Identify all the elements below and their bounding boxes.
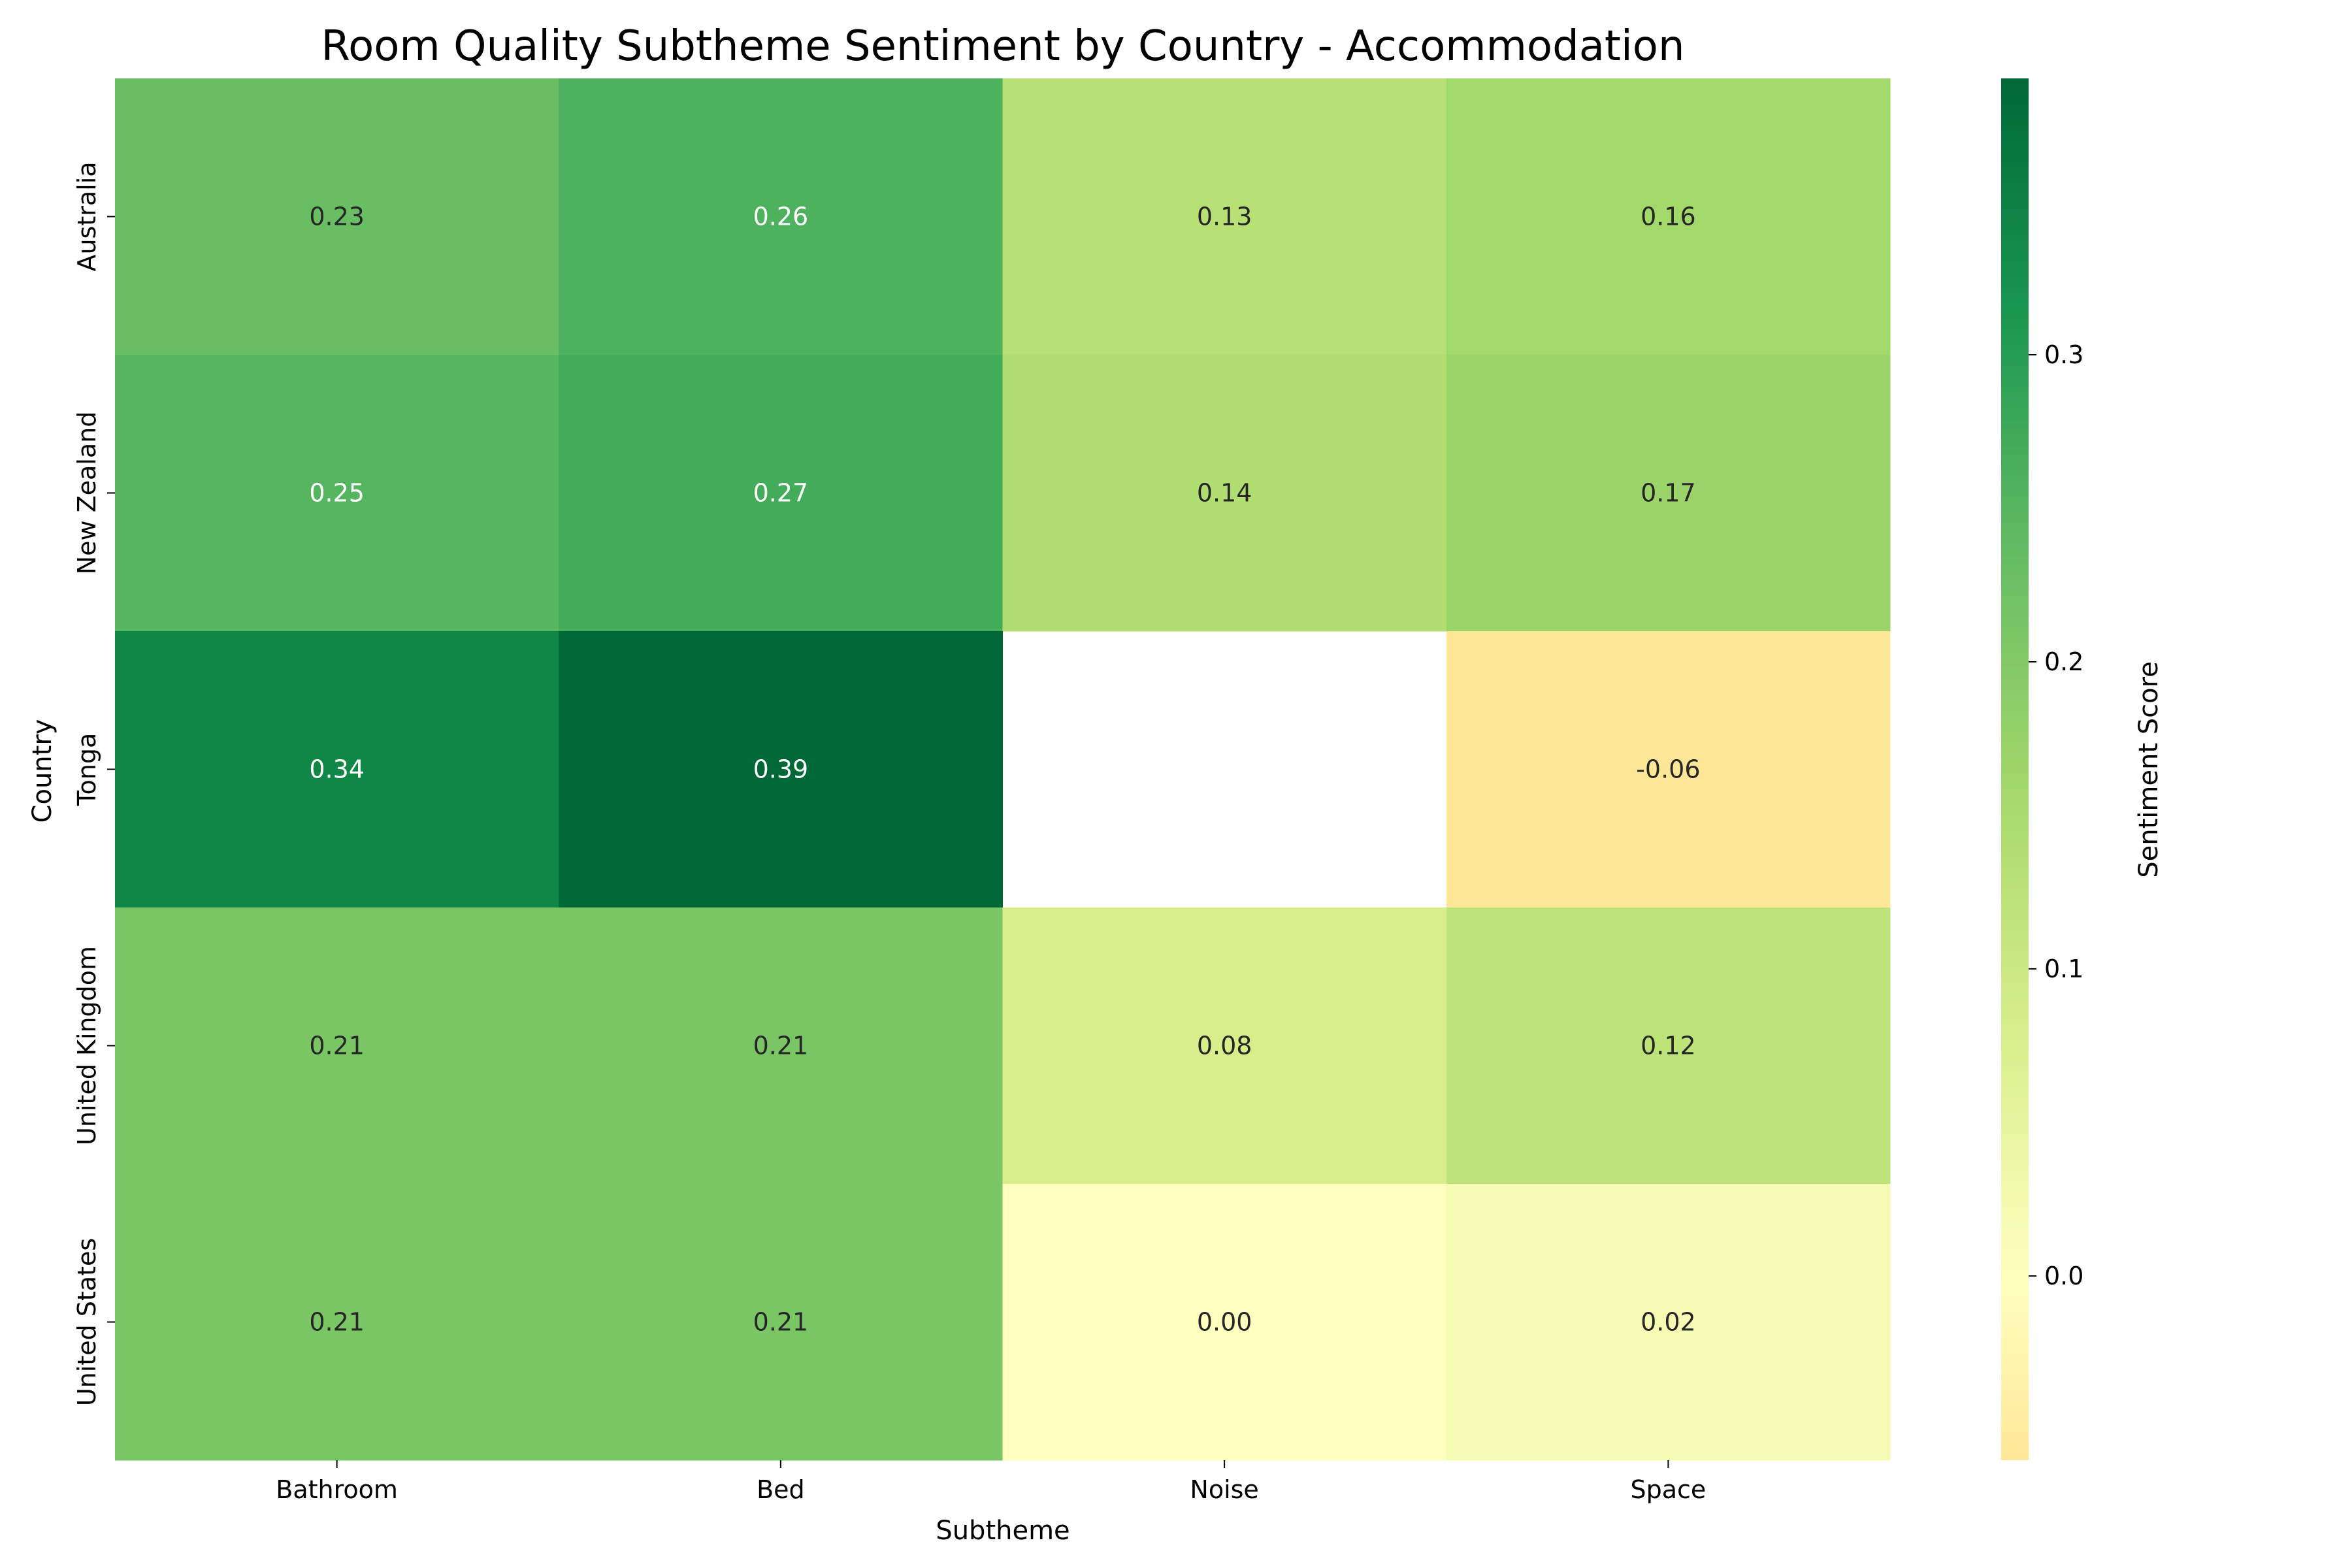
y-tick-label: United Kingdom: [73, 946, 101, 1145]
heatmap-cell: [115, 1184, 559, 1461]
x-axis-label: Subtheme: [936, 1516, 1070, 1546]
colorbar-tick-label: 0.2: [2044, 647, 2083, 676]
heatmap-cell: [1446, 631, 1891, 908]
chart-title: Room Quality Subtheme Sentiment by Count…: [321, 22, 1684, 71]
cell-value-label: 0.16: [1641, 203, 1696, 231]
heatmap-cell: [1446, 907, 1891, 1184]
cell-value-label: 0.23: [309, 203, 365, 231]
heatmap-cell: [1446, 355, 1891, 632]
heatmap-cell: [559, 1184, 1003, 1461]
y-tick-label: United States: [73, 1238, 101, 1406]
heatmap-cell: [1446, 1184, 1891, 1461]
cell-value-label: 0.13: [1197, 203, 1252, 231]
heatmap-cell: [559, 907, 1003, 1184]
y-tick-label: Tonga: [73, 733, 101, 807]
cell-value-label: 0.21: [753, 1308, 809, 1337]
y-axis: Australia New Zealand Tonga United Kingdom U…: [73, 161, 115, 1406]
colorbar-label: Sentiment Score: [2134, 661, 2164, 878]
cell-value-label: 0.21: [753, 1032, 809, 1060]
heatmap-cell: [1002, 355, 1447, 632]
x-tick-label: Space: [1630, 1475, 1706, 1504]
heatmap-cell: [1002, 1184, 1447, 1461]
heatmap-cell: [115, 631, 559, 908]
x-tick-label: Noise: [1190, 1475, 1258, 1504]
heatmap-cell: [115, 907, 559, 1184]
cell-value-label: 0.21: [309, 1032, 365, 1060]
y-tick-label: New Zealand: [73, 412, 101, 575]
cell-value-label: 0.12: [1641, 1032, 1696, 1060]
colorbar: [2001, 78, 2029, 1460]
colorbar-ticks: 0.0 0.1 0.2 0.3: [2029, 340, 2083, 1290]
heatmap-cell: [559, 355, 1003, 632]
cell-value-label: 0.08: [1197, 1032, 1252, 1060]
cell-value-label: 0.14: [1197, 479, 1252, 508]
cell-value-label: 0.00: [1197, 1308, 1252, 1337]
cell-value-label: 0.17: [1641, 479, 1696, 508]
cell-value-label: 0.25: [309, 479, 365, 508]
heatmap-cell: [115, 78, 559, 355]
colorbar-tick-label: 0.3: [2044, 340, 2083, 369]
cell-value-label: 0.39: [753, 755, 809, 784]
cell-value-label: 0.21: [309, 1308, 365, 1337]
x-tick-label: Bathroom: [276, 1475, 398, 1504]
cell-value-label: 0.34: [309, 755, 365, 784]
heatmap-cell: [1446, 78, 1891, 355]
x-axis: Bathroom Bed Noise Space: [276, 1460, 1706, 1504]
heatmap-cells: 0.23 0.26 0.13 0.16 0.25 0.27 0.14 0.17 0.34 0.39…: [115, 78, 1891, 1461]
cell-value-label: 0.27: [753, 479, 809, 508]
heatmap-cell: [1002, 907, 1447, 1184]
cell-value-label: 0.02: [1641, 1308, 1696, 1337]
y-tick-label: Australia: [73, 161, 101, 271]
colorbar-tick-label: 0.1: [2044, 955, 2083, 983]
cell-value-label: -0.06: [1636, 755, 1700, 784]
x-tick-label: Bed: [757, 1475, 805, 1504]
heatmap-cell: [559, 631, 1003, 908]
heatmap-cell: [115, 355, 559, 632]
y-axis-label: Country: [27, 719, 57, 823]
colorbar-tick-label: 0.0: [2044, 1262, 2083, 1290]
heatmap-cell: [1002, 78, 1447, 355]
cell-value-label: 0.26: [753, 203, 809, 231]
heatmap-cell: [559, 78, 1003, 355]
